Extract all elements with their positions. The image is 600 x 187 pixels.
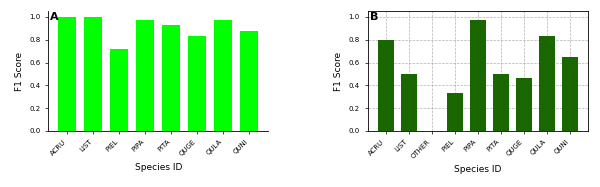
Bar [377, 40, 394, 131]
Text: B: B [370, 12, 378, 22]
Bar [58, 17, 76, 131]
Y-axis label: F1 Score: F1 Score [334, 51, 343, 91]
Bar [240, 31, 259, 131]
Bar [493, 74, 509, 131]
Text: A: A [50, 12, 59, 22]
Bar [162, 25, 181, 131]
Bar [214, 20, 232, 131]
Bar [539, 36, 555, 131]
X-axis label: Species ID: Species ID [454, 165, 502, 174]
Bar [188, 36, 206, 131]
Bar [110, 49, 128, 131]
Bar [516, 79, 532, 131]
Bar [447, 93, 463, 131]
X-axis label: Species ID: Species ID [134, 163, 182, 172]
Bar [401, 74, 417, 131]
Bar [84, 17, 102, 131]
Bar [470, 20, 486, 131]
Y-axis label: F1 Score: F1 Score [14, 51, 23, 91]
Bar [562, 57, 578, 131]
Bar [136, 20, 154, 131]
